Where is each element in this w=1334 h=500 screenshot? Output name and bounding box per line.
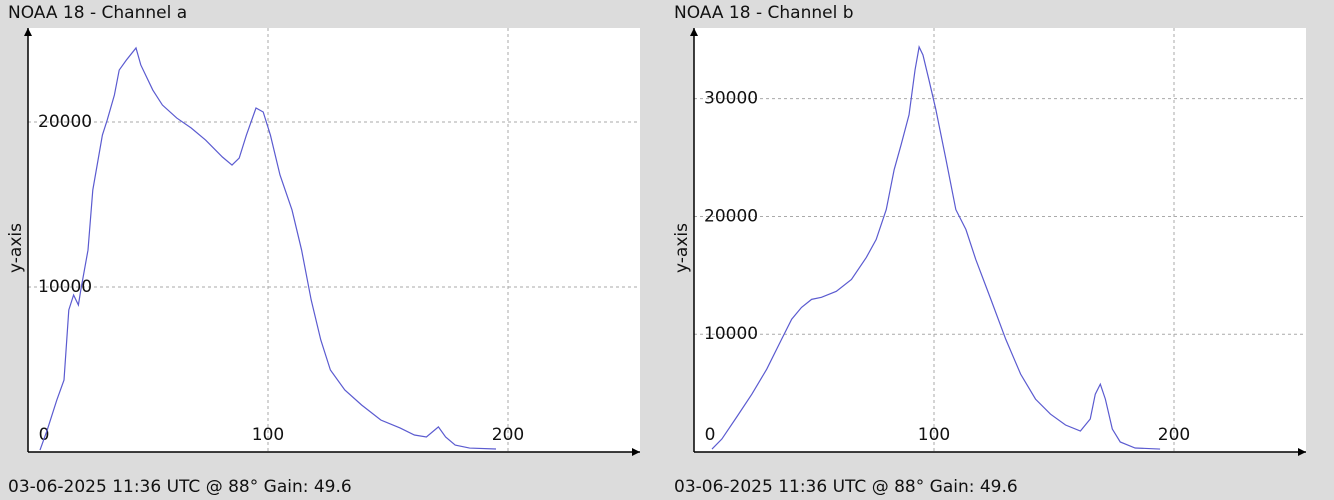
axis-arrow: [690, 28, 698, 36]
y-tick-label: 10000: [38, 277, 92, 297]
y-axis-label: y-axis: [672, 223, 692, 273]
chart-panel: NOAA 18 - Channel a 03-06-2025 11:36 UTC …: [6, 3, 640, 497]
chart-title: NOAA 18 - Channel b: [674, 3, 854, 23]
x-tick-label: 0: [39, 425, 50, 445]
footer-caption: 03-06-2025 11:36 UTC @ 88° Gain: 49.6: [674, 477, 1018, 497]
chart-panel: NOAA 18 - Channel b 03-06-2025 11:36 UTC …: [672, 3, 1306, 497]
chart-title: NOAA 18 - Channel a: [8, 3, 187, 23]
y-tick-label: 20000: [704, 206, 758, 226]
y-tick-label: 10000: [704, 324, 758, 344]
axis-arrow: [632, 448, 640, 456]
plot-area: [28, 28, 640, 452]
plot-area: [694, 28, 1306, 452]
data-line: [39, 46, 497, 451]
x-tick-label: 200: [1158, 425, 1190, 445]
y-tick-label: 30000: [704, 89, 758, 109]
x-tick-label: 100: [918, 425, 950, 445]
footer-caption: 03-06-2025 11:36 UTC @ 88° Gain: 49.6: [8, 477, 352, 497]
x-tick-label: 200: [492, 425, 524, 445]
axis-arrow: [1298, 448, 1306, 456]
x-tick-label: 100: [252, 425, 284, 445]
y-tick-label: 20000: [38, 112, 92, 132]
y-axis-label: y-axis: [6, 223, 26, 273]
axis-arrow: [24, 28, 32, 36]
data-line: [711, 45, 1161, 450]
x-tick-label: 0: [705, 425, 716, 445]
